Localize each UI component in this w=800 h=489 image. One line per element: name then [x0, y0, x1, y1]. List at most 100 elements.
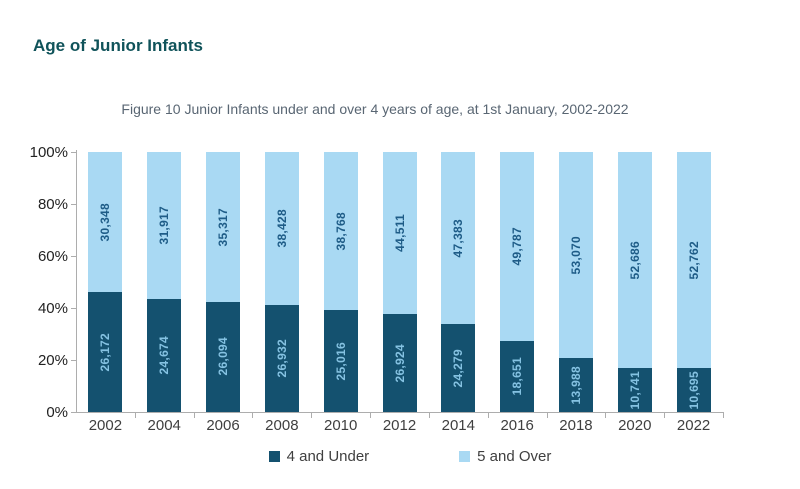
page-title: Age of Junior Infants [33, 36, 203, 55]
bar-value-label: 52,762 [686, 240, 701, 280]
bar-value-label: 26,932 [274, 339, 289, 378]
bar-2012: 44,511 26,924 [382, 152, 417, 412]
x-axis-tick [546, 412, 548, 418]
y-axis-tick [71, 412, 76, 413]
y-axis-label: 0% [46, 404, 68, 421]
bar-value-label: 25,016 [333, 341, 348, 381]
bar-segment-4-and-under: 25,016 [323, 310, 358, 412]
y-axis-label: 80% [37, 196, 68, 213]
bar-value-label: 47,383 [451, 218, 466, 258]
bar-value-label: 49,787 [510, 227, 525, 266]
x-axis-tick [428, 412, 430, 418]
bar-2010: 38,768 25,016 [323, 152, 358, 412]
x-axis-label: 2006 [206, 417, 240, 434]
bar-2022: 52,762 10,695 [676, 152, 711, 412]
figure-caption: Figure 10 Junior Infants under and over … [121, 101, 629, 117]
x-axis-label: 2018 [559, 417, 593, 434]
bar-segment-5-and-over: 44,511 [382, 152, 417, 314]
y-axis-tick [71, 360, 76, 361]
bar-segment-4-and-under: 24,279 [441, 323, 476, 412]
bar-2018: 53,070 13,988 [558, 152, 593, 412]
legend-swatch [459, 451, 471, 462]
x-axis-label: 2020 [618, 417, 652, 434]
bar-segment-5-and-over: 38,768 [323, 152, 358, 311]
bar-2014: 47,383 24,279 [441, 152, 476, 412]
legend-swatch [268, 451, 280, 462]
bar-value-label: 38,768 [333, 211, 348, 251]
y-axis-line [76, 150, 77, 413]
x-axis-tick [252, 412, 254, 418]
bar-value-label: 26,172 [98, 332, 113, 372]
bar-segment-5-and-over: 38,428 [264, 152, 299, 305]
bar-value-label: 52,686 [627, 240, 642, 280]
y-axis-label: 60% [37, 248, 68, 265]
y-axis-label: 20% [37, 352, 68, 369]
bar-segment-4-and-under: 26,172 [88, 291, 123, 412]
bar-value-label: 35,317 [216, 207, 231, 247]
y-axis-tick [71, 152, 76, 153]
bar-value-label: 31,917 [157, 206, 172, 245]
bar-segment-4-and-under: 26,932 [264, 304, 299, 412]
bar-segment-4-and-under: 10,695 [676, 368, 711, 412]
y-axis-tick [71, 256, 76, 257]
bar-value-label: 30,348 [98, 202, 113, 242]
bar-value-label: 26,924 [392, 343, 407, 383]
x-axis-tick [370, 412, 372, 418]
bar-segment-4-and-under: 26,924 [382, 314, 417, 412]
x-axis-tick [134, 412, 136, 418]
legend-label: 5 and Over [477, 448, 552, 465]
bar-2006: 35,317 26,094 [206, 152, 241, 412]
bar-2016: 49,787 18,651 [500, 152, 535, 412]
x-axis-tick [723, 412, 724, 418]
bar-value-label: 10,741 [627, 370, 642, 410]
chart-legend: 4 and Under 5 and Over [10, 448, 800, 465]
legend-item-4-and-under: 4 and Under [268, 448, 370, 465]
x-axis-label: 2008 [265, 417, 299, 434]
bar-segment-5-and-over: 35,317 [206, 152, 241, 302]
x-axis-tick [664, 412, 666, 418]
bar-segment-5-and-over: 30,348 [88, 152, 123, 292]
x-axis-label: 2022 [676, 417, 711, 434]
bar-segment-4-and-under: 13,988 [558, 357, 593, 412]
x-axis-tick [487, 412, 489, 418]
bar-value-label: 10,695 [686, 370, 701, 410]
x-axis-label: 2004 [147, 417, 181, 434]
bar-segment-4-and-under: 10,741 [617, 367, 652, 412]
legend-label: 4 and Under [286, 448, 370, 465]
x-axis-line [76, 412, 724, 413]
bar-value-label: 24,279 [451, 348, 466, 388]
bar-2004: 31,917 24,674 [147, 152, 182, 412]
bar-segment-4-and-under: 24,674 [147, 298, 182, 412]
bar-segment-5-and-over: 47,383 [441, 152, 476, 324]
bar-value-label: 18,651 [510, 357, 525, 396]
bar-value-label: 24,674 [157, 336, 172, 375]
bar-segment-5-and-over: 53,070 [558, 152, 593, 358]
x-axis-label: 2010 [323, 417, 358, 434]
bar-2008: 38,428 26,932 [264, 152, 299, 412]
bar-2020: 52,686 10,741 [617, 152, 652, 412]
bar-segment-5-and-over: 52,762 [676, 152, 711, 369]
bar-value-label: 44,511 [392, 214, 407, 252]
legend-item-5-and-over: 5 and Over [459, 448, 551, 465]
y-axis-tick [71, 204, 76, 205]
x-axis-tick [605, 412, 607, 418]
bar-value-label: 26,094 [216, 337, 231, 376]
bar-value-label: 13,988 [568, 365, 583, 405]
x-axis-label: 2012 [382, 417, 417, 434]
bar-2002: 30,348 26,172 [88, 152, 123, 412]
bar-segment-4-and-under: 18,651 [500, 341, 535, 412]
x-axis-label: 2014 [441, 417, 475, 434]
x-axis-tick [193, 412, 195, 418]
bar-segment-4-and-under: 26,094 [206, 301, 241, 412]
y-axis-label: 40% [37, 300, 68, 317]
y-axis-tick [71, 308, 76, 309]
y-axis-label: 100% [29, 144, 68, 161]
bar-segment-5-and-over: 52,686 [617, 152, 652, 368]
bar-segment-5-and-over: 49,787 [500, 152, 535, 342]
x-axis-tick [311, 412, 313, 418]
bar-value-label: 53,070 [568, 235, 583, 275]
x-axis-label: 2016 [500, 417, 534, 434]
x-axis-label: 2002 [88, 417, 123, 434]
bar-value-label: 38,428 [274, 209, 289, 248]
